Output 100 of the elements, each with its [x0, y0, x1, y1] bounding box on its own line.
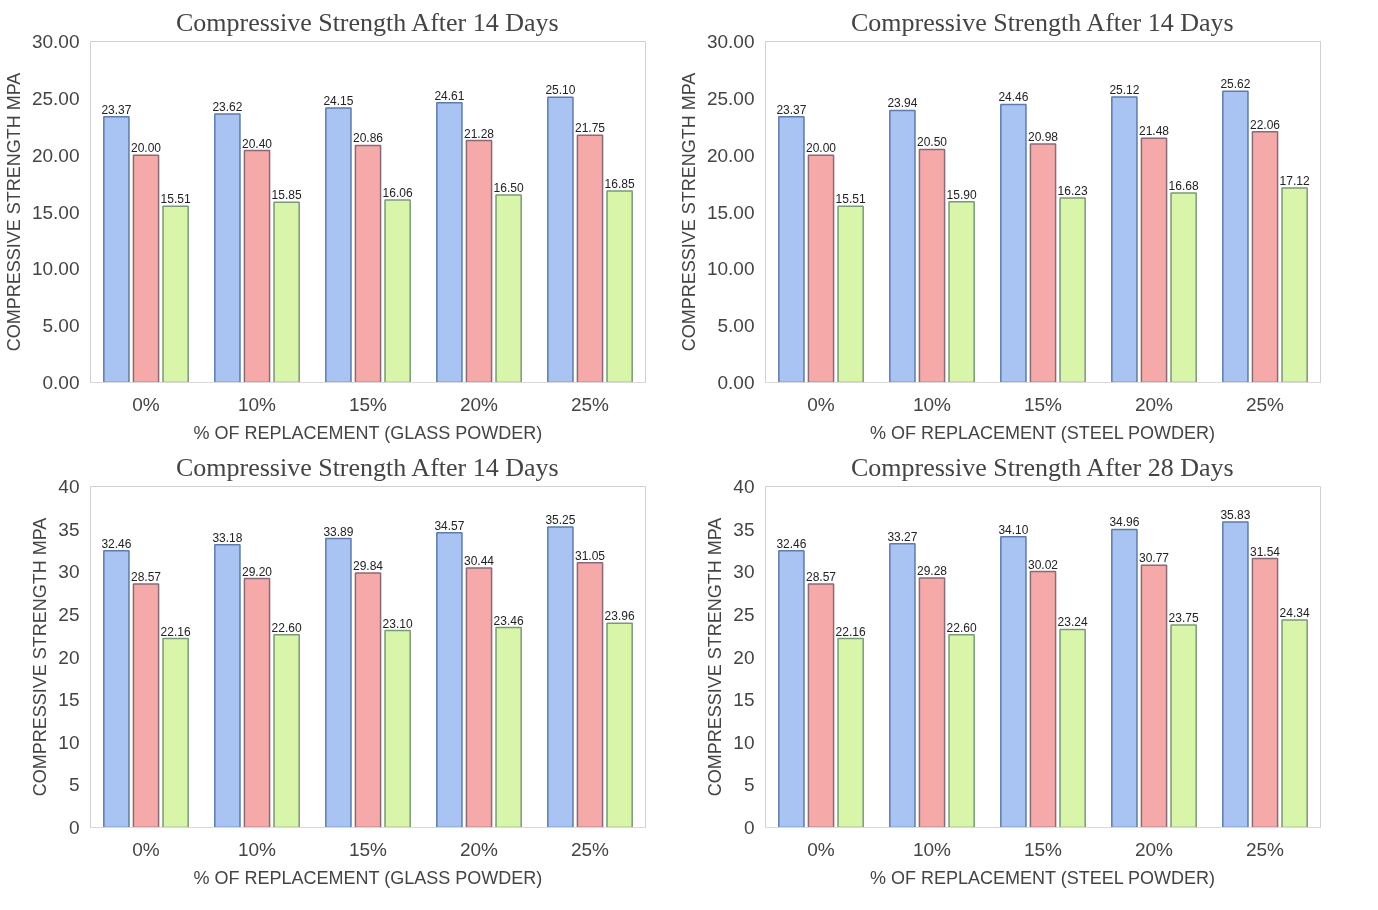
- data-label: 25.12: [1109, 82, 1140, 97]
- data-label: 20.98: [1027, 130, 1059, 145]
- data-label: 16.23: [1057, 184, 1088, 199]
- data-label: 16.50: [493, 180, 524, 195]
- chart-title: Compressive Strength After 28 Days: [850, 452, 1234, 482]
- data-label: 15.51: [835, 192, 866, 207]
- y-tick-label: 20: [58, 646, 80, 668]
- data-label: 15.51: [160, 192, 191, 207]
- x-tick-label: 0%: [132, 393, 160, 415]
- x-tick-label: 10%: [912, 838, 952, 860]
- chart-title: Compressive Strength After 14 Days: [175, 7, 559, 37]
- data-label: 25.62: [1220, 77, 1251, 92]
- y-tick-label: 15.00: [706, 201, 755, 223]
- data-label: 24.46: [998, 90, 1029, 105]
- y-tick-label: 15.00: [31, 201, 80, 223]
- data-label: 30.02: [1027, 557, 1059, 572]
- y-tick-label: 0.00: [42, 372, 80, 393]
- y-tick-label: 20.00: [706, 144, 755, 166]
- x-tick-label: 25%: [1245, 838, 1285, 860]
- x-tick-label: 25%: [570, 838, 610, 860]
- x-tick-label: 20%: [459, 838, 499, 860]
- data-label: 21.75: [574, 121, 606, 136]
- data-label: 20.86: [352, 131, 384, 146]
- data-label: 20.40: [241, 136, 273, 151]
- data-label: 34.96: [1109, 515, 1140, 530]
- y-tick-label: 10: [58, 731, 80, 753]
- y-tick-label: 40: [58, 476, 80, 497]
- data-label: 23.24: [1057, 615, 1088, 630]
- y-tick-label: 25: [58, 603, 80, 625]
- data-label: 32.46: [101, 536, 132, 551]
- y-tick-label: 30.00: [706, 31, 755, 52]
- data-label: 24.61: [434, 88, 465, 103]
- y-tick-label: 0.00: [717, 372, 755, 393]
- data-label: 15.90: [946, 187, 977, 202]
- y-tick-label: 30: [58, 561, 80, 583]
- x-axis-title: % OF REPLACEMENT (GLASS POWDER): [193, 867, 543, 888]
- y-tick-label: 5.00: [42, 315, 80, 337]
- data-label: 28.57: [130, 569, 162, 584]
- y-tick-label: 15: [58, 689, 80, 711]
- data-label: 33.27: [887, 529, 918, 544]
- data-label: 16.68: [1168, 178, 1199, 193]
- y-tick-label: 30.00: [31, 31, 80, 52]
- y-tick-label: 15: [733, 689, 755, 711]
- y-tick-label: 10.00: [31, 258, 80, 280]
- y-tick-label: 20: [733, 646, 755, 668]
- data-label: 17.12: [1279, 173, 1310, 188]
- data-label: 29.28: [916, 563, 948, 578]
- x-axis-title: % OF REPLACEMENT (STEEL POWDER): [869, 867, 1216, 888]
- data-label: 30.44: [463, 554, 495, 568]
- chart-title: Compressive Strength After 14 Days: [175, 452, 559, 482]
- y-tick-label: 0: [68, 817, 80, 838]
- data-label: 20.00: [130, 141, 162, 156]
- y-axis-title: COMPRESSIVE STRENGTH MPA: [705, 517, 726, 797]
- data-label: 34.57: [434, 518, 465, 533]
- y-tick-label: 10.00: [706, 258, 755, 280]
- data-label: 24.15: [323, 94, 354, 108]
- data-label: 23.37: [101, 102, 132, 117]
- data-label: 35.25: [545, 512, 576, 527]
- x-tick-label: 25%: [1245, 393, 1285, 415]
- x-axis-title: % OF REPLACEMENT (GLASS POWDER): [193, 422, 543, 443]
- chart-title: Compressive Strength After 14 Days: [850, 7, 1234, 37]
- data-label: 33.18: [212, 530, 243, 545]
- data-label: 23.37: [776, 102, 807, 117]
- data-label: 22.60: [271, 620, 302, 635]
- x-tick-label: 15%: [1023, 393, 1063, 415]
- data-label: 22.16: [160, 624, 191, 639]
- y-axis-title: COMPRESSIVE STRENGTH MPA: [3, 72, 24, 352]
- x-tick-label: 20%: [1134, 393, 1174, 415]
- y-tick-label: 25.00: [706, 87, 755, 109]
- data-label: 23.75: [1168, 611, 1199, 626]
- x-tick-label: 10%: [912, 393, 952, 415]
- x-tick-label: 20%: [459, 393, 499, 415]
- data-label: 16.06: [382, 185, 413, 200]
- y-tick-label: 10: [733, 731, 755, 753]
- data-label: 35.83: [1220, 508, 1251, 523]
- x-tick-label: 15%: [1023, 838, 1063, 860]
- y-tick-label: 5.00: [717, 315, 755, 337]
- data-label: 28.57: [805, 569, 837, 584]
- data-label: 22.60: [946, 620, 977, 635]
- data-label: 23.96: [604, 609, 635, 624]
- data-label: 23.10: [382, 616, 413, 631]
- data-label: 16.85: [604, 176, 635, 191]
- x-tick-label: 0%: [807, 838, 835, 860]
- data-label: 29.84: [352, 559, 384, 574]
- y-tick-label: 40: [733, 476, 755, 497]
- y-tick-label: 35: [58, 518, 80, 540]
- y-axis-title: COMPRESSIVE STRENGTH MPA: [30, 517, 51, 797]
- y-tick-label: 5: [743, 774, 755, 796]
- data-label: 23.62: [212, 100, 243, 115]
- data-label: 15.85: [271, 188, 302, 203]
- y-tick-label: 0: [743, 817, 755, 838]
- data-label: 30.77: [1138, 551, 1170, 566]
- data-label: 25.10: [545, 83, 576, 98]
- y-tick-label: 25.00: [31, 87, 80, 109]
- data-label: 32.46: [776, 536, 807, 551]
- data-label: 29.20: [241, 564, 273, 579]
- y-tick-label: 5: [68, 774, 80, 796]
- x-tick-label: 10%: [237, 838, 277, 860]
- y-axis-title: COMPRESSIVE STRENGTH MPA: [678, 72, 699, 352]
- y-tick-label: 25: [733, 603, 755, 625]
